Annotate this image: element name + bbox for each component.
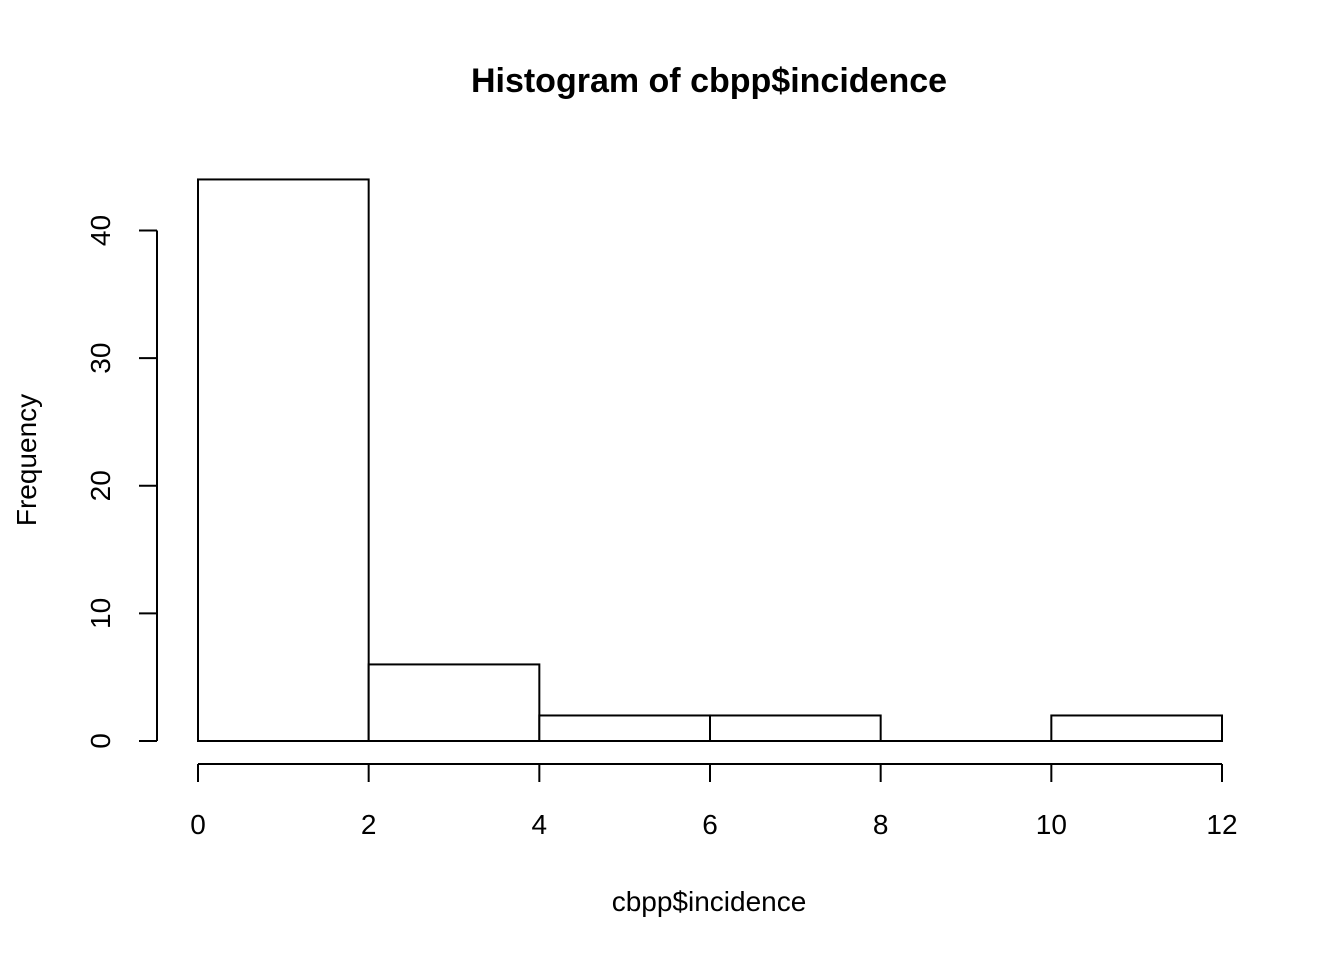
x-tick-label-1: 2 xyxy=(361,809,377,840)
y-axis-label: Frequency xyxy=(11,394,42,526)
x-axis-label: cbpp$incidence xyxy=(612,886,807,917)
x-tick-label-6: 12 xyxy=(1206,809,1237,840)
x-tick-label-2: 4 xyxy=(532,809,548,840)
y-tick-label-3: 30 xyxy=(85,343,116,374)
y-tick-label-2: 20 xyxy=(85,470,116,501)
histogram-bar-0 xyxy=(197,178,370,742)
histogram-bar-1 xyxy=(367,663,541,742)
histogram-bar-5 xyxy=(1050,714,1224,742)
x-tick-label-5: 10 xyxy=(1036,809,1067,840)
y-tick-label-1: 10 xyxy=(85,598,116,629)
x-tick-label-3: 6 xyxy=(702,809,718,840)
x-tick-label-0: 0 xyxy=(190,809,206,840)
y-tick-label-4: 40 xyxy=(85,215,116,246)
x-tick-label-4: 8 xyxy=(873,809,889,840)
bars-group xyxy=(197,178,1224,742)
y-tick-label-0: 0 xyxy=(85,733,116,749)
histogram-bar-2 xyxy=(538,714,711,742)
histogram-bar-3 xyxy=(709,714,882,742)
x-axis: 0 2 4 6 8 10 12 xyxy=(190,763,1238,840)
y-axis: 0 10 20 30 40 xyxy=(85,215,158,749)
chart-title: Histogram of cbpp$incidence xyxy=(471,62,947,100)
